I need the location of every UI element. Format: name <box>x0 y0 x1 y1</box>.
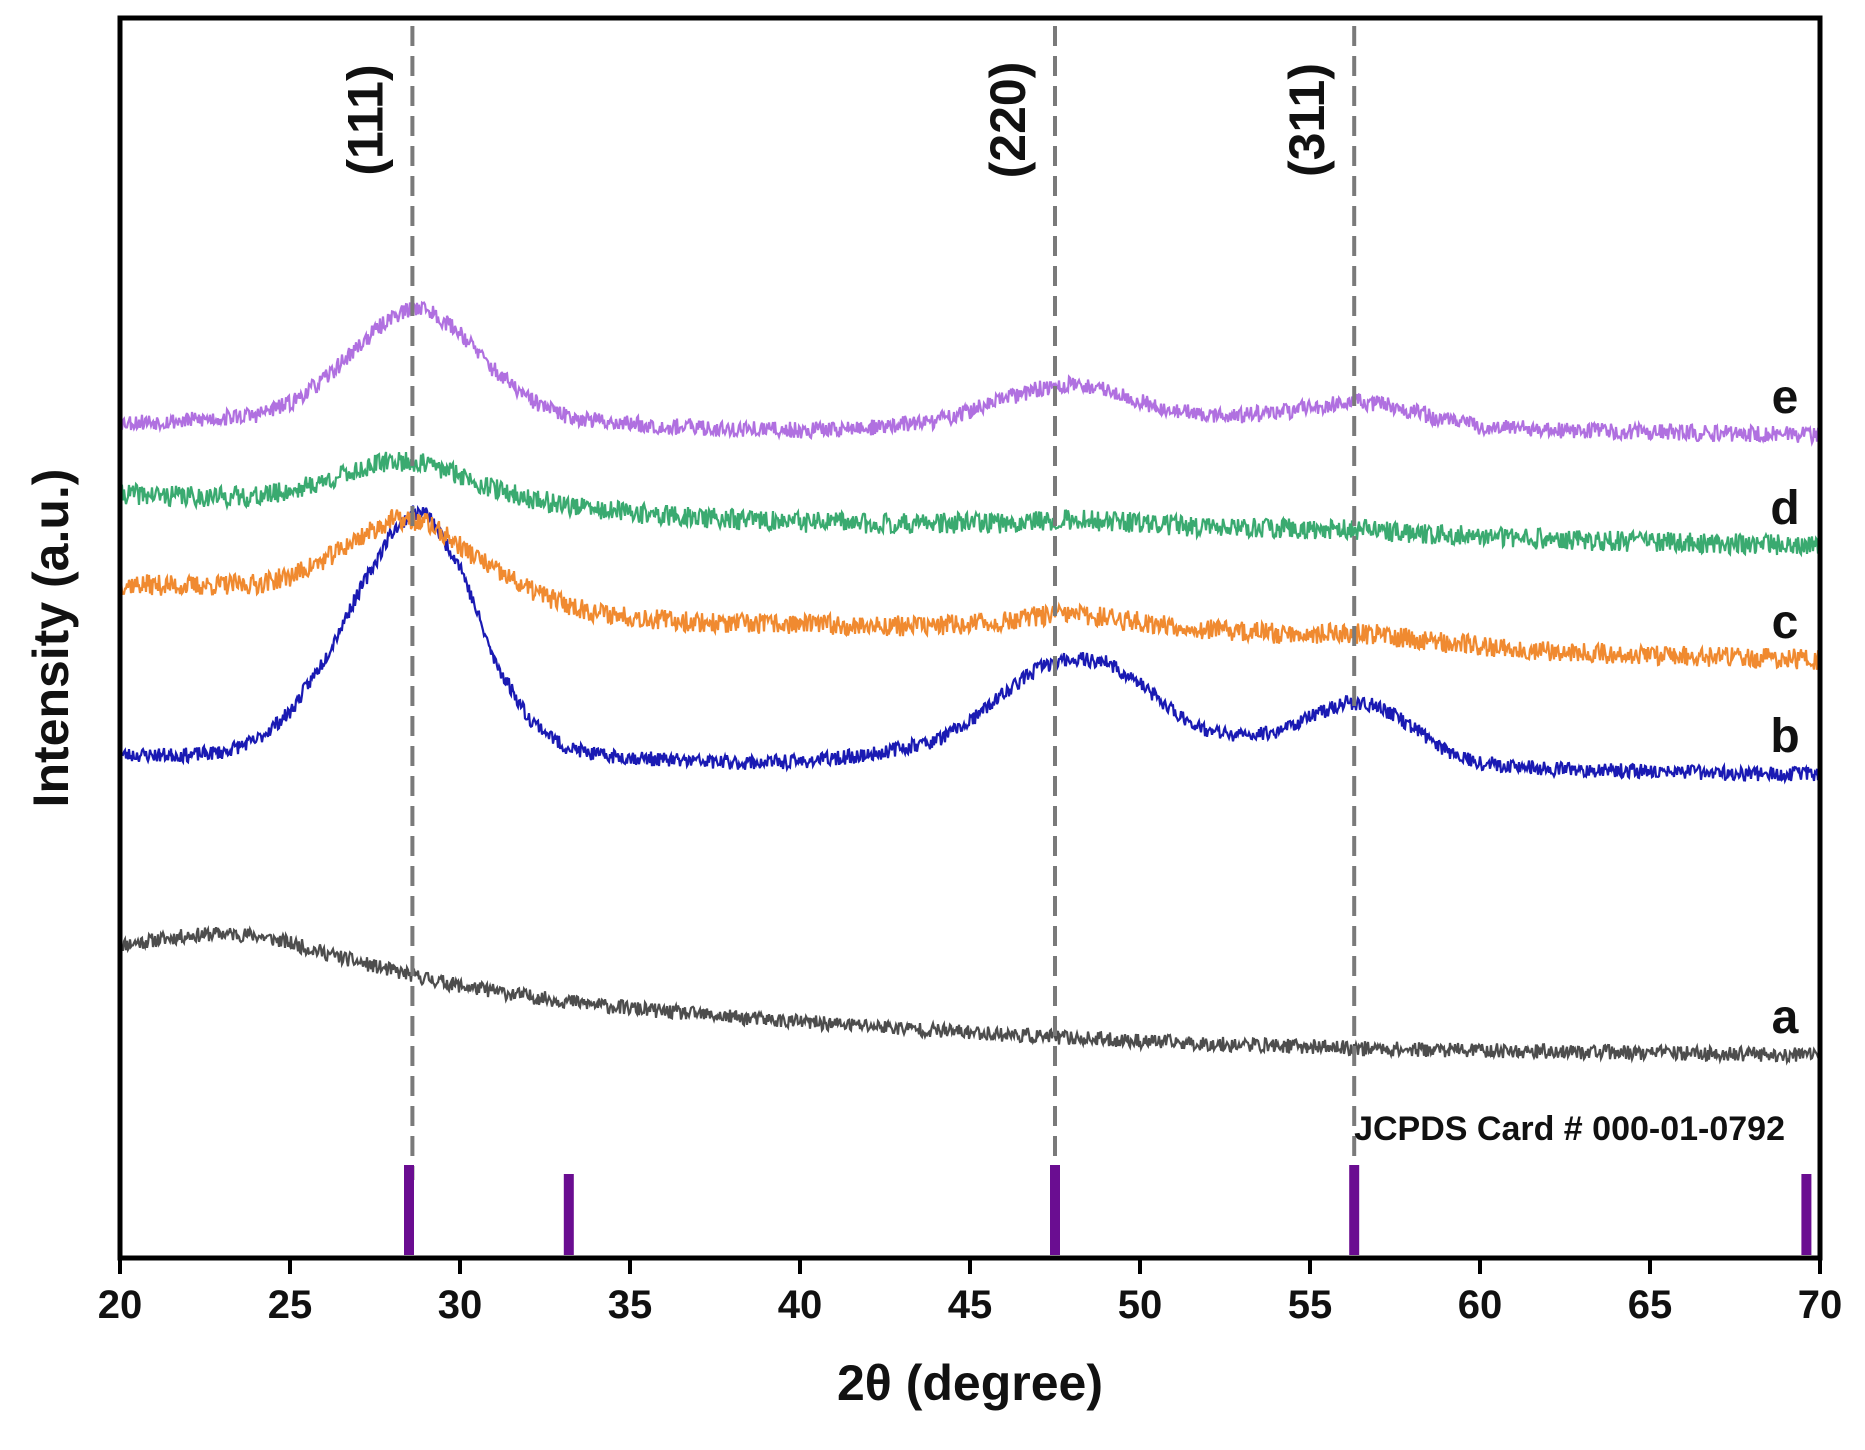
x-tick-label-10: 70 <box>1798 1283 1843 1327</box>
series-b-label: b <box>1770 710 1799 763</box>
x-tick-label-0: 20 <box>98 1283 143 1327</box>
series-a-line <box>119 925 1822 1066</box>
x-tick-label-8: 60 <box>1458 1283 1503 1327</box>
series-c-label: c <box>1772 596 1799 649</box>
x-tick-label-2: 30 <box>438 1283 483 1327</box>
reference-peaks-group <box>404 1165 1812 1255</box>
reference-peak-3 <box>1349 1165 1360 1255</box>
reference-peak-4 <box>1801 1174 1812 1255</box>
x-axis-label: 2θ (degree) <box>837 1355 1103 1411</box>
reference-peak-2 <box>1050 1165 1060 1255</box>
x-axis-ticks: 20 25 30 35 40 45 50 55 60 65 70 <box>98 1258 1843 1327</box>
x-tick-label-3: 35 <box>608 1283 653 1327</box>
plot-series-group: a b c d e <box>118 300 1822 1066</box>
series-e-line <box>118 300 1822 447</box>
x-tick-label-5: 45 <box>948 1283 993 1327</box>
series-a-label: a <box>1772 991 1799 1044</box>
series-d-line <box>118 451 1822 558</box>
y-axis-label: Intensity (a.u.) <box>23 469 79 808</box>
x-tick-label-6: 50 <box>1118 1283 1163 1327</box>
reference-line-label-2: (311) <box>1279 63 1335 177</box>
series-c-line <box>118 508 1822 670</box>
reference-lines-group: (111) (220) (311) <box>337 26 1357 1180</box>
series-e-label: e <box>1772 371 1799 424</box>
jcpds-card-label: JCPDS Card # 000-01-0792 <box>1354 1110 1785 1148</box>
reference-peak-0 <box>404 1165 414 1255</box>
x-tick-label-9: 65 <box>1628 1283 1673 1327</box>
reference-line-label-0: (111) <box>337 64 393 175</box>
x-tick-label-7: 55 <box>1288 1283 1333 1327</box>
reference-line-label-1: (220) <box>980 62 1036 179</box>
plot-frame <box>117 15 1823 1261</box>
x-tick-label-1: 25 <box>268 1283 313 1327</box>
x-tick-label-4: 40 <box>778 1283 823 1327</box>
reference-peak-1 <box>563 1174 574 1255</box>
series-d-label: d <box>1770 482 1799 535</box>
